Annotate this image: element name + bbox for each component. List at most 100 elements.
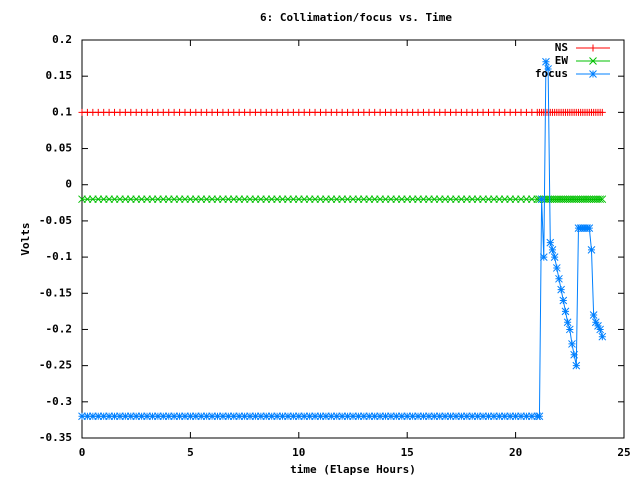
point-marker (235, 412, 244, 421)
point-marker (570, 350, 578, 359)
point-marker (596, 195, 605, 204)
point-marker (240, 195, 249, 204)
point-marker (596, 325, 605, 334)
point-marker (311, 195, 319, 204)
point-marker (354, 412, 363, 421)
point-marker (251, 195, 260, 204)
point-marker (164, 412, 173, 421)
point-marker (148, 195, 157, 204)
point-marker (511, 412, 520, 421)
point-marker (462, 195, 471, 204)
point-marker (213, 412, 222, 421)
point-marker (408, 195, 417, 204)
x-tick-label: 10 (292, 446, 305, 459)
point-marker (322, 195, 330, 204)
legend-marker (589, 44, 597, 52)
point-marker (370, 412, 379, 421)
point-marker (78, 195, 86, 204)
point-marker (468, 195, 477, 204)
point-marker (273, 412, 281, 421)
point-marker (376, 195, 384, 204)
point-marker (381, 195, 390, 204)
point-marker (435, 412, 444, 421)
y-tick-label: 0 (65, 178, 72, 191)
point-marker (143, 195, 151, 204)
point-marker (359, 195, 368, 204)
point-marker (181, 412, 189, 421)
point-marker (332, 412, 341, 421)
point-marker (202, 412, 211, 421)
point-marker (229, 195, 238, 204)
point-marker (557, 285, 565, 294)
point-marker (349, 412, 357, 421)
point-marker (359, 412, 368, 421)
point-marker (213, 195, 222, 204)
point-marker (229, 412, 238, 421)
point-marker (88, 195, 97, 204)
point-marker (542, 57, 550, 66)
point-marker (387, 195, 395, 204)
y-tick-label: -0.1 (46, 250, 73, 263)
point-marker (517, 195, 525, 204)
point-marker (403, 412, 412, 421)
point-marker (452, 412, 460, 421)
point-marker (365, 412, 374, 421)
point-marker (164, 195, 173, 204)
point-marker (88, 412, 97, 421)
point-marker (267, 412, 276, 421)
point-marker (490, 412, 498, 421)
point-marker (539, 253, 548, 261)
point-marker (267, 195, 276, 204)
point-marker (435, 195, 444, 204)
point-marker (349, 195, 357, 204)
point-marker (99, 195, 108, 204)
point-marker (219, 195, 227, 204)
point-marker (468, 412, 477, 421)
point-marker (403, 195, 412, 204)
point-marker (370, 195, 379, 204)
point-marker (446, 412, 455, 421)
y-tick-label: -0.25 (39, 359, 72, 372)
point-marker (257, 195, 265, 204)
legend-marker (589, 70, 597, 78)
point-marker (528, 412, 536, 421)
point-marker (419, 195, 428, 204)
point-marker (300, 412, 309, 421)
point-marker (246, 412, 254, 421)
point-marker (397, 412, 406, 421)
point-marker (116, 195, 124, 204)
point-marker (441, 412, 449, 421)
point-marker (132, 412, 141, 421)
y-tick-label: -0.15 (39, 286, 72, 299)
point-marker (397, 195, 406, 204)
point-marker (332, 195, 341, 204)
point-marker (594, 321, 602, 330)
point-marker (202, 195, 211, 204)
point-marker (430, 195, 439, 204)
point-marker (278, 195, 287, 204)
point-marker (219, 412, 227, 421)
point-marker (99, 412, 108, 421)
point-marker (273, 195, 281, 204)
point-marker (257, 412, 265, 421)
point-marker (284, 412, 292, 421)
point-marker (338, 412, 347, 421)
point-marker (500, 195, 509, 204)
point-marker (544, 65, 552, 73)
point-marker (528, 195, 536, 204)
point-marker (479, 412, 487, 421)
point-marker (568, 340, 576, 348)
point-marker (561, 307, 570, 316)
point-marker (473, 412, 482, 421)
point-marker (441, 195, 449, 204)
point-marker (94, 195, 103, 204)
x-tick-label: 0 (79, 446, 86, 459)
point-marker (208, 412, 216, 421)
point-marker (175, 195, 184, 204)
point-marker (170, 412, 178, 421)
point-marker (154, 195, 162, 204)
y-tick-label: -0.05 (39, 214, 72, 227)
point-marker (585, 224, 594, 232)
point-marker (170, 195, 178, 204)
